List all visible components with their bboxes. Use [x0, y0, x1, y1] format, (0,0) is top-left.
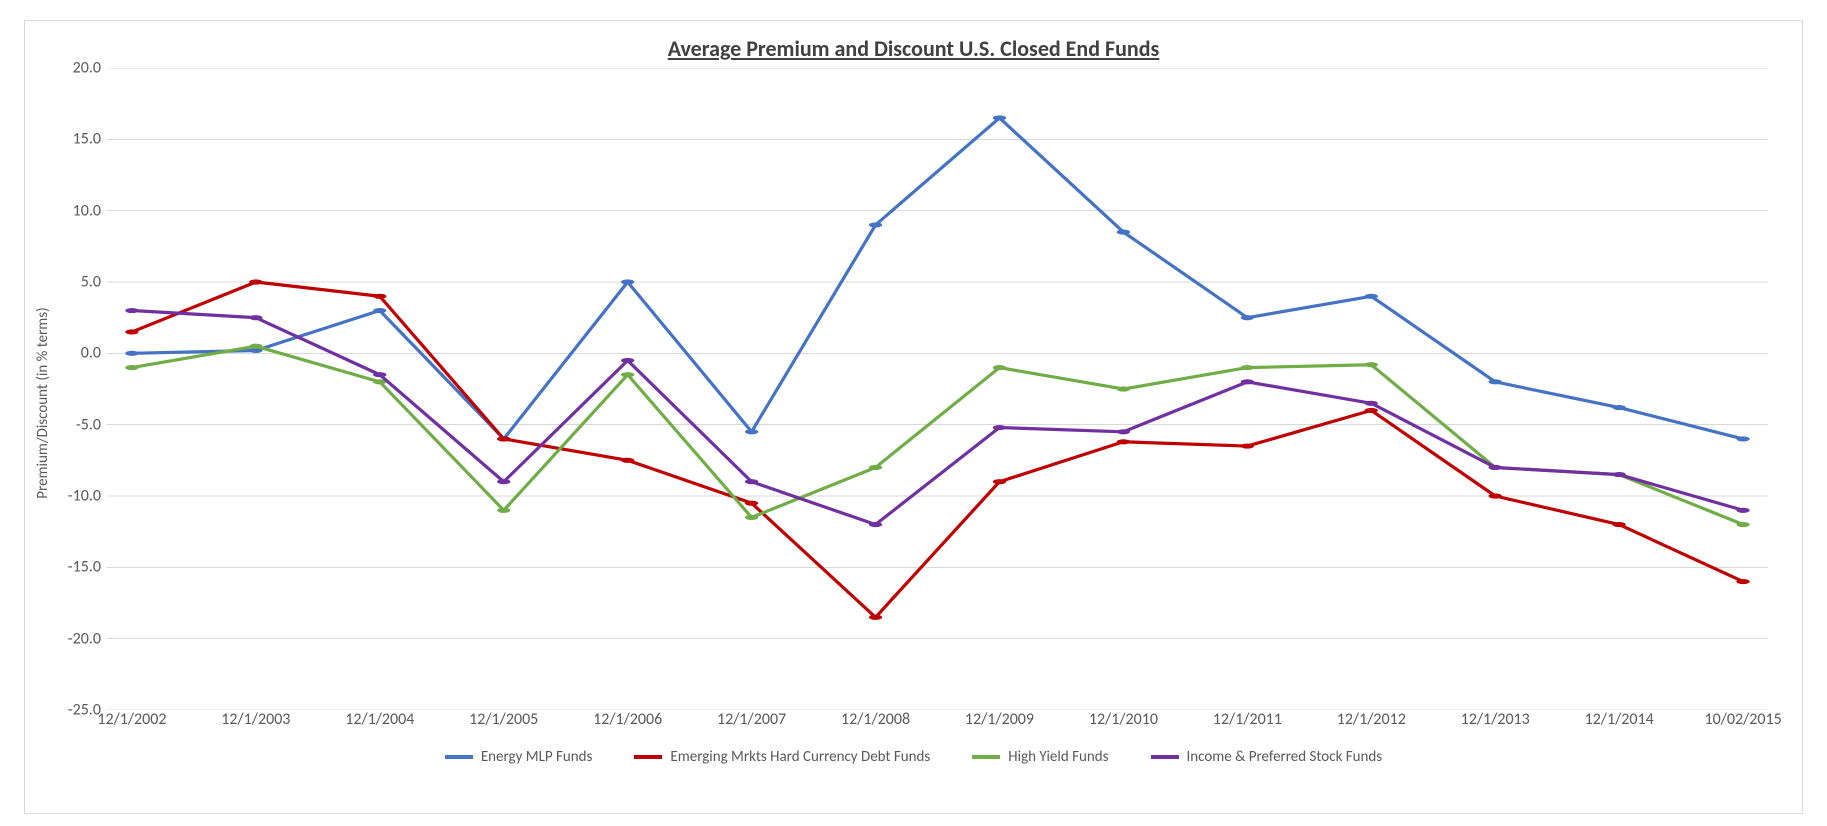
y-tick-label: -10.0: [68, 487, 101, 506]
data-point-marker: [373, 294, 386, 299]
x-tick-label: 12/1/2008: [841, 710, 910, 729]
data-point-marker: [1241, 315, 1254, 320]
y-tick-label: -20.0: [68, 629, 101, 648]
data-point-marker: [745, 515, 758, 520]
legend-item: High Yield Funds: [972, 748, 1108, 766]
legend-label: Income & Preferred Stock Funds: [1187, 748, 1383, 766]
data-point-marker: [1489, 465, 1502, 470]
legend-item: Emerging Mrkts Hard Currency Debt Funds: [634, 748, 930, 766]
data-point-marker: [1117, 386, 1130, 391]
data-point-marker: [1612, 522, 1625, 527]
data-point-marker: [993, 425, 1006, 430]
data-point-marker: [1736, 436, 1749, 441]
y-axis-ticks: -25.0-20.0-15.0-10.0-5.00.05.010.015.020…: [49, 68, 107, 710]
x-tick-label: 12/1/2012: [1337, 710, 1406, 729]
data-point-marker: [1489, 379, 1502, 384]
x-tick-label: 12/1/2004: [345, 710, 414, 729]
data-point-marker: [621, 279, 634, 284]
data-point-marker: [249, 344, 262, 349]
data-point-marker: [621, 358, 634, 363]
data-point-marker: [373, 372, 386, 377]
legend-swatch: [445, 755, 473, 759]
data-point-marker: [1736, 522, 1749, 527]
y-tick-label: -5.0: [76, 415, 101, 434]
chart-legend: Energy MLP Funds Emerging Mrkts Hard Curr…: [49, 738, 1778, 766]
data-point-marker: [1241, 379, 1254, 384]
data-point-marker: [869, 522, 882, 527]
data-point-marker: [1365, 362, 1378, 367]
data-point-marker: [993, 479, 1006, 484]
data-point-marker: [125, 365, 138, 370]
legend-swatch: [634, 755, 662, 759]
data-point-marker: [745, 501, 758, 506]
chart-title: Average Premium and Discount U.S. Closed…: [49, 35, 1778, 62]
x-tick-label: 12/1/2002: [97, 710, 166, 729]
data-point-marker: [1241, 443, 1254, 448]
y-tick-label: 15.0: [73, 130, 101, 149]
data-point-marker: [249, 279, 262, 284]
y-tick-label: 0.0: [81, 344, 101, 363]
data-point-marker: [497, 508, 510, 513]
data-point-marker: [1365, 408, 1378, 413]
legend-swatch: [1151, 755, 1179, 759]
x-tick-label: 12/1/2011: [1213, 710, 1282, 729]
y-tick-label: 5.0: [81, 273, 101, 292]
data-point-marker: [1365, 294, 1378, 299]
data-point-marker: [869, 615, 882, 620]
data-point-marker: [1736, 508, 1749, 513]
data-point-marker: [1736, 579, 1749, 584]
x-tick-label: 10/02/2015: [1704, 710, 1781, 729]
x-tick-label: 12/1/2013: [1461, 710, 1530, 729]
data-point-marker: [1489, 493, 1502, 498]
data-point-marker: [125, 351, 138, 356]
x-axis-ticks: 12/1/200212/1/200312/1/200412/1/200512/1…: [107, 710, 1768, 738]
x-tick-label: 12/1/2009: [965, 710, 1034, 729]
x-tick-label: 12/1/2003: [221, 710, 290, 729]
data-point-marker: [745, 429, 758, 434]
y-tick-label: 10.0: [73, 201, 101, 220]
data-point-marker: [125, 329, 138, 334]
x-tick-label: 12/1/2014: [1585, 710, 1654, 729]
data-point-marker: [1612, 405, 1625, 410]
data-point-marker: [1612, 472, 1625, 477]
data-point-marker: [621, 458, 634, 463]
legend-item: Energy MLP Funds: [445, 748, 593, 766]
data-point-marker: [869, 222, 882, 227]
data-point-marker: [497, 436, 510, 441]
series-line: [132, 118, 1743, 439]
data-point-marker: [249, 315, 262, 320]
data-point-marker: [1365, 401, 1378, 406]
data-point-marker: [1241, 365, 1254, 370]
x-tick-label: 12/1/2007: [717, 710, 786, 729]
data-point-marker: [497, 479, 510, 484]
data-point-marker: [745, 479, 758, 484]
data-point-marker: [125, 308, 138, 313]
y-tick-label: -25.0: [68, 701, 101, 720]
legend-label: Energy MLP Funds: [481, 748, 593, 766]
legend-swatch: [972, 755, 1000, 759]
data-point-marker: [621, 372, 634, 377]
x-tick-label: 12/1/2005: [469, 710, 538, 729]
data-point-marker: [993, 365, 1006, 370]
y-tick-label: -15.0: [68, 558, 101, 577]
legend-label: High Yield Funds: [1008, 748, 1108, 766]
chart-container: Average Premium and Discount U.S. Closed…: [0, 0, 1827, 826]
data-point-marker: [1117, 429, 1130, 434]
chart-border-box: Average Premium and Discount U.S. Closed…: [24, 20, 1803, 814]
data-point-marker: [373, 308, 386, 313]
x-tick-label: 12/1/2006: [593, 710, 662, 729]
y-tick-label: 20.0: [73, 59, 101, 78]
data-point-marker: [1117, 230, 1130, 235]
legend-label: Emerging Mrkts Hard Currency Debt Funds: [670, 748, 930, 766]
data-point-marker: [993, 115, 1006, 120]
x-tick-label: 12/1/2010: [1089, 710, 1158, 729]
line-chart-svg: [107, 68, 1768, 710]
data-point-marker: [1117, 439, 1130, 444]
data-point-marker: [869, 465, 882, 470]
plot-region: Premium/Discount (in % terms) -25.0-20.0…: [49, 68, 1778, 738]
legend-item: Income & Preferred Stock Funds: [1151, 748, 1383, 766]
